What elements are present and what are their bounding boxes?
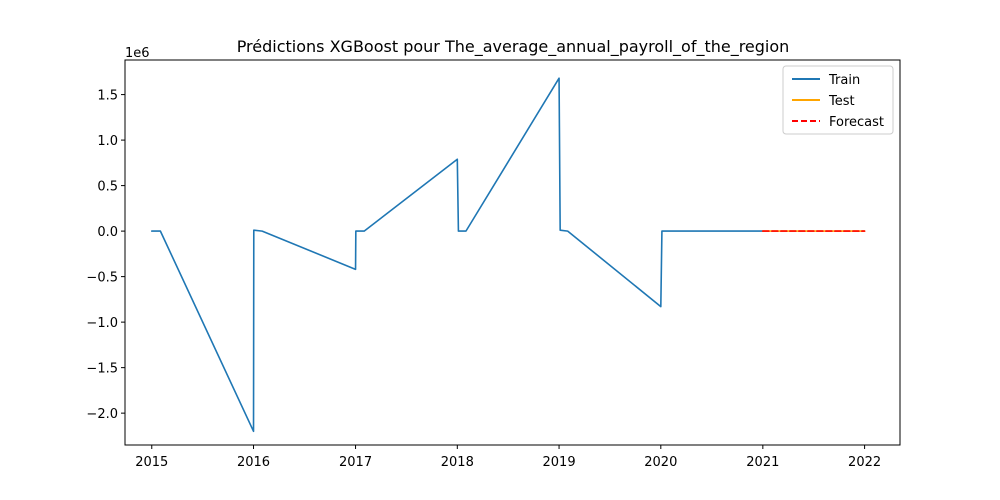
chart-title: Prédictions XGBoost pour The_average_ann… xyxy=(237,37,790,57)
legend-label-forecast: Forecast xyxy=(829,115,884,130)
x-tick-label: 2016 xyxy=(237,455,270,470)
y-tick-label: −2.0 xyxy=(86,407,118,422)
x-tick-label: 2021 xyxy=(746,455,779,470)
y-axis: 1.5 1.0 0.5 0.0 −0.5 −1.0 −1.5 −2.0 xyxy=(86,89,125,422)
y-tick-label: −1.5 xyxy=(86,362,118,377)
y-tick-label: 0.0 xyxy=(97,225,118,240)
legend-label-train: Train xyxy=(828,73,860,88)
plot-lines xyxy=(150,77,866,433)
y-offset-label: 1e6 xyxy=(125,46,150,61)
legend: Train Test Forecast xyxy=(782,65,894,135)
x-tick-label: 2017 xyxy=(339,455,372,470)
x-tick-label: 2015 xyxy=(135,455,168,470)
axes-frame xyxy=(124,59,901,446)
y-tick-label: 1.5 xyxy=(97,89,118,104)
y-tick-label: 1.0 xyxy=(97,134,118,149)
x-tick-label: 2018 xyxy=(441,455,474,470)
y-tick-label: −1.0 xyxy=(86,316,118,331)
legend-box xyxy=(782,65,894,135)
series-line-train xyxy=(150,77,764,433)
x-tick-label: 2019 xyxy=(543,455,576,470)
x-tick-label: 2020 xyxy=(644,455,677,470)
y-tick-label: −0.5 xyxy=(86,271,118,286)
x-axis: 2015 2016 2017 2018 2019 2020 2021 2022 xyxy=(135,445,881,470)
x-tick-label: 2022 xyxy=(848,455,881,470)
legend-label-test: Test xyxy=(828,94,855,109)
y-tick-label: 0.5 xyxy=(97,180,118,195)
